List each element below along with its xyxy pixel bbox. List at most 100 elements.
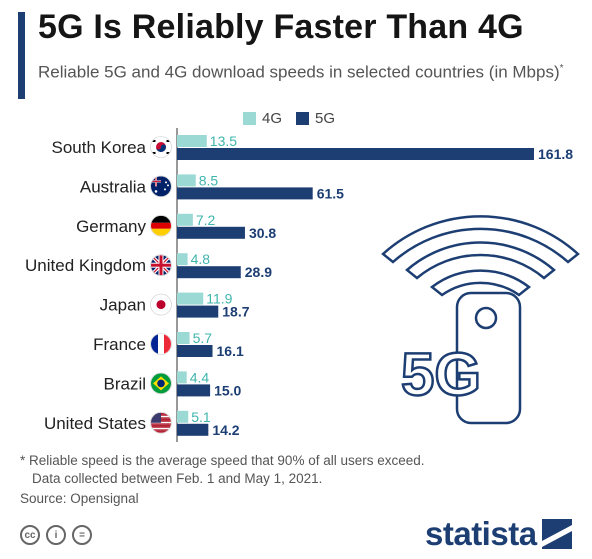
subtitle-footnote-marker: *	[559, 63, 564, 74]
chart-row: France 5.716.1	[93, 330, 244, 359]
flag-part	[151, 228, 171, 236]
chart-title: 5G Is Reliably Faster Than 4G	[38, 8, 524, 46]
value-label-5g: 14.2	[212, 422, 239, 438]
bar-5g	[177, 187, 313, 200]
category-label: United Kingdom	[25, 256, 146, 275]
flag-part	[152, 152, 156, 154]
bar-4g	[177, 174, 196, 187]
flag-part	[151, 429, 171, 431]
category-label: Australia	[80, 177, 147, 196]
bar-chart: 5G South Korea 13.5 161.8 Australia 8.5 61.5 G…	[25, 128, 580, 442]
flag-part	[157, 379, 165, 388]
flag-part	[164, 188, 166, 191]
value-label-4g: 4.4	[190, 369, 210, 385]
footnote-line-1: * Reliable speed is the average speed th…	[20, 453, 425, 468]
category-label: Brazil	[103, 374, 146, 393]
flag-part	[156, 144, 166, 152]
flag-part	[151, 430, 171, 433]
flag-border	[150, 293, 172, 316]
accent-bar	[18, 12, 25, 99]
bar-4g	[177, 135, 207, 147]
value-label-4g: 7.2	[196, 212, 216, 228]
brand-name: statista	[425, 515, 537, 552]
flag-border	[150, 254, 172, 277]
flag-part	[156, 300, 166, 310]
legend-label-5g: 5G	[315, 110, 336, 127]
value-label-4g: 8.5	[199, 172, 219, 188]
bar-5g	[177, 226, 245, 239]
value-label-4g: 4.8	[191, 251, 211, 267]
flag-border	[150, 215, 172, 237]
phone-camera	[474, 306, 498, 330]
source: Source: Opensignal	[20, 491, 139, 506]
chart-row: United Kingdom 4.8 28.9	[25, 251, 272, 280]
statista-logo[interactable]: statista	[425, 515, 572, 553]
legend-item-4g: 4G	[243, 110, 282, 127]
flag-brazil-icon	[151, 373, 171, 394]
bar-4g	[177, 371, 187, 384]
category-label: Japan	[100, 296, 146, 315]
chart-row: Brazil 4.415.0	[103, 369, 241, 398]
subtitle-text: Reliable 5G and 4G download speeds in se…	[38, 62, 560, 82]
by-icon[interactable]: i	[46, 525, 66, 545]
chart-row: Australia 8.5 61.5	[80, 172, 344, 201]
flag-part	[151, 180, 161, 182]
cc-icon[interactable]: cc	[20, 525, 40, 545]
flag-part	[166, 140, 170, 142]
wifi-arc-inner	[429, 269, 532, 297]
value-label-5g: 15.0	[214, 382, 241, 398]
value-label-5g: 28.9	[245, 264, 272, 280]
flag-part	[151, 215, 171, 223]
flag-part	[151, 263, 171, 267]
bar-4g	[177, 213, 193, 226]
wifi-arc-outer	[381, 215, 580, 264]
bar-4g	[177, 253, 188, 266]
bar-4g	[177, 332, 190, 344]
chart-row: Germany 7.2 30.8	[76, 212, 276, 241]
flag-part	[151, 424, 171, 427]
value-label-4g: 13.5	[210, 133, 237, 149]
bar-5g	[177, 384, 211, 397]
flag-part	[151, 426, 171, 428]
bar-5g	[177, 345, 213, 357]
chart-row: United States 5.114.2	[44, 409, 240, 438]
chart-row: Japan 11.918.7	[100, 291, 250, 320]
flag-border	[150, 372, 172, 395]
bar-5g	[177, 266, 241, 279]
flag-germany-icon	[151, 215, 171, 236]
statista-mark-icon	[541, 519, 572, 549]
flag-japan-icon	[151, 294, 171, 315]
flag-us-icon	[151, 412, 171, 433]
flag-south-korea-icon	[151, 137, 171, 157]
flag-part	[166, 152, 170, 154]
flag-part	[154, 190, 158, 193]
wifi-arc-middle	[405, 241, 556, 280]
value-label-4g: 5.7	[193, 330, 213, 346]
legend-swatch-4g	[243, 112, 256, 125]
flag-part	[164, 334, 171, 354]
flag-part	[152, 140, 156, 142]
flag-border	[150, 136, 172, 158]
value-label-5g: 61.5	[317, 185, 344, 201]
flag-part	[165, 181, 167, 184]
nd-icon[interactable]: =	[72, 525, 92, 545]
flag-part	[151, 412, 161, 423]
footnote: * Reliable speed is the average speed th…	[20, 452, 425, 488]
flag-border	[150, 175, 172, 198]
bar-5g	[177, 305, 219, 318]
flag-part	[151, 222, 171, 229]
chart-subtitle: Reliable 5G and 4G download speeds in se…	[38, 58, 578, 84]
flag-france-icon	[151, 334, 171, 354]
legend-label-4g: 4G	[262, 110, 283, 127]
flag-part	[167, 184, 169, 187]
category-label: United States	[44, 414, 146, 433]
legend: 4G 5G	[243, 110, 349, 127]
phone-outline	[455, 291, 522, 425]
value-label-4g: 5.1	[191, 409, 211, 425]
category-label: Germany	[76, 217, 146, 236]
footnote-line-2: Data collected between Feb. 1 and May 1,…	[32, 471, 323, 486]
chart-row: South Korea 13.5 161.8	[51, 133, 573, 162]
license-icons: cc i =	[20, 525, 92, 545]
bar-5g	[177, 148, 534, 160]
category-label: South Korea	[51, 138, 146, 157]
